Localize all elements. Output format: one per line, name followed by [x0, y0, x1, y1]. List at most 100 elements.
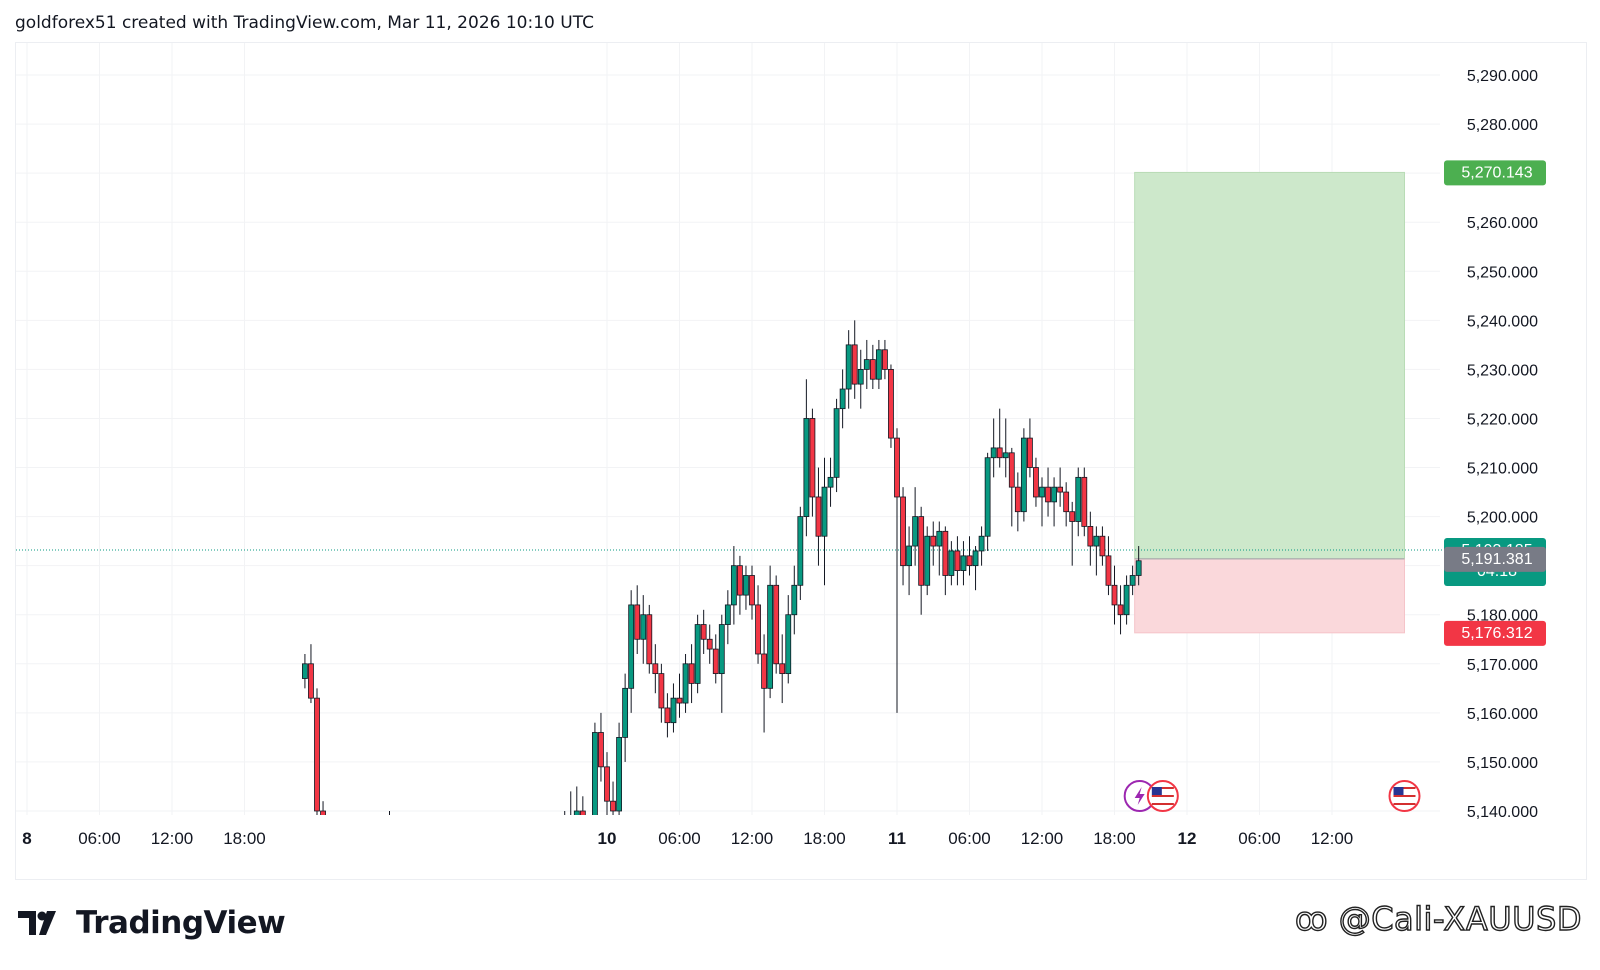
candle-down[interactable] — [610, 800, 616, 812]
candle-up[interactable] — [628, 604, 635, 689]
candle-down[interactable] — [930, 535, 937, 547]
candle-up[interactable] — [622, 687, 629, 738]
candle-down[interactable] — [1105, 555, 1112, 586]
candle-up[interactable] — [1075, 476, 1082, 522]
candle-down[interactable] — [761, 653, 767, 689]
candle-up[interactable] — [875, 349, 882, 380]
candle-down[interactable] — [706, 638, 713, 650]
candle-up[interactable] — [694, 624, 701, 684]
candle-up[interactable] — [562, 821, 567, 841]
candle-up[interactable] — [785, 614, 792, 675]
candle-up[interactable] — [912, 516, 919, 547]
candle-up[interactable] — [1039, 486, 1045, 498]
candle-up[interactable] — [1135, 560, 1142, 576]
candle-up[interactable] — [743, 575, 749, 596]
candle-down[interactable] — [308, 663, 314, 699]
candle-down[interactable] — [918, 516, 925, 586]
candle-down[interactable] — [737, 565, 743, 596]
candle-down[interactable] — [658, 673, 665, 709]
candle-down[interactable] — [1063, 491, 1070, 513]
candle-down[interactable] — [339, 899, 344, 900]
candle-down[interactable] — [869, 359, 876, 380]
candle-down[interactable] — [1087, 526, 1094, 547]
candle-down[interactable] — [700, 624, 707, 640]
candle-up[interactable] — [682, 663, 689, 704]
candle-up[interactable] — [827, 476, 834, 488]
candle-down[interactable] — [1081, 476, 1088, 527]
position-loss-zone[interactable] — [1134, 558, 1405, 634]
candle-up[interactable] — [1051, 486, 1057, 503]
candle-down[interactable] — [1111, 584, 1118, 606]
candle-down[interactable] — [664, 707, 671, 724]
candle-down[interactable] — [1099, 535, 1106, 557]
candle-down[interactable] — [1008, 452, 1015, 488]
candle-up[interactable] — [387, 850, 392, 900]
candle-down[interactable] — [688, 663, 695, 684]
candle-down[interactable] — [579, 810, 586, 826]
candle-up[interactable] — [670, 697, 677, 724]
candle-down[interactable] — [634, 604, 641, 640]
candle-down[interactable] — [942, 530, 949, 576]
candlestick-chart[interactable]: 5,290.0005,280.0005,270.0005,260.0005,25… — [0, 0, 1600, 900]
candle-down[interactable] — [314, 697, 320, 812]
candle-down[interactable] — [851, 344, 858, 385]
candle-down[interactable] — [900, 496, 906, 567]
candle-down[interactable] — [435, 850, 440, 884]
candle-down[interactable] — [815, 496, 822, 537]
candle-up[interactable] — [863, 359, 870, 370]
candle-down[interactable] — [888, 368, 894, 439]
candle-up[interactable] — [1002, 452, 1009, 459]
candle-up[interactable] — [821, 486, 828, 537]
candle-up[interactable] — [857, 368, 864, 385]
candle-down[interactable] — [327, 860, 332, 899]
candle-up[interactable] — [730, 565, 737, 606]
candle-down[interactable] — [1014, 486, 1021, 513]
candle-down[interactable] — [712, 648, 719, 675]
candle-down[interactable] — [809, 418, 816, 498]
candle-down[interactable] — [598, 732, 604, 768]
candle-down[interactable] — [755, 604, 761, 655]
candle-up[interactable] — [767, 584, 774, 689]
candle-down[interactable] — [749, 575, 755, 606]
candle-up[interactable] — [924, 535, 931, 586]
candle-down[interactable] — [604, 766, 610, 802]
candle-down[interactable] — [773, 584, 780, 665]
candle-up[interactable] — [616, 737, 622, 812]
candle-up[interactable] — [797, 516, 804, 586]
candle-down[interactable] — [779, 663, 786, 675]
candle-up[interactable] — [484, 860, 489, 885]
candle-down[interactable] — [320, 810, 326, 860]
candle-down[interactable] — [1027, 437, 1033, 468]
candle-up[interactable] — [978, 535, 985, 552]
candle-up[interactable] — [302, 663, 308, 679]
candle-up[interactable] — [1123, 584, 1130, 616]
candle-up[interactable] — [839, 388, 846, 410]
candle-up[interactable] — [791, 584, 798, 616]
candle-down[interactable] — [882, 349, 888, 370]
candle-down[interactable] — [1045, 486, 1051, 503]
candle-up[interactable] — [936, 530, 943, 547]
candle-down[interactable] — [676, 697, 683, 704]
candle-down[interactable] — [1117, 604, 1124, 616]
candle-up[interactable] — [960, 555, 967, 571]
candle-up[interactable] — [972, 550, 979, 567]
candle-down[interactable] — [646, 614, 653, 665]
candle-down[interactable] — [954, 550, 961, 571]
candle-down[interactable] — [1069, 511, 1076, 522]
candle-up[interactable] — [833, 408, 840, 478]
candle-down[interactable] — [996, 447, 1003, 459]
candle-up[interactable] — [1093, 535, 1100, 547]
candle-down[interactable] — [652, 663, 659, 675]
candle-up[interactable] — [845, 344, 852, 390]
candle-up[interactable] — [906, 545, 912, 567]
candle-down[interactable] — [894, 437, 900, 498]
candle-up[interactable] — [990, 447, 997, 459]
candle-down[interactable] — [966, 555, 973, 567]
candle-up[interactable] — [948, 550, 955, 576]
candle-up[interactable] — [724, 604, 731, 625]
candle-up[interactable] — [718, 624, 725, 675]
candle-up[interactable] — [1020, 437, 1027, 513]
tradingview-logo[interactable]: TradingView — [18, 905, 286, 941]
candle-down[interactable] — [568, 821, 573, 831]
candle-up[interactable] — [640, 614, 647, 640]
